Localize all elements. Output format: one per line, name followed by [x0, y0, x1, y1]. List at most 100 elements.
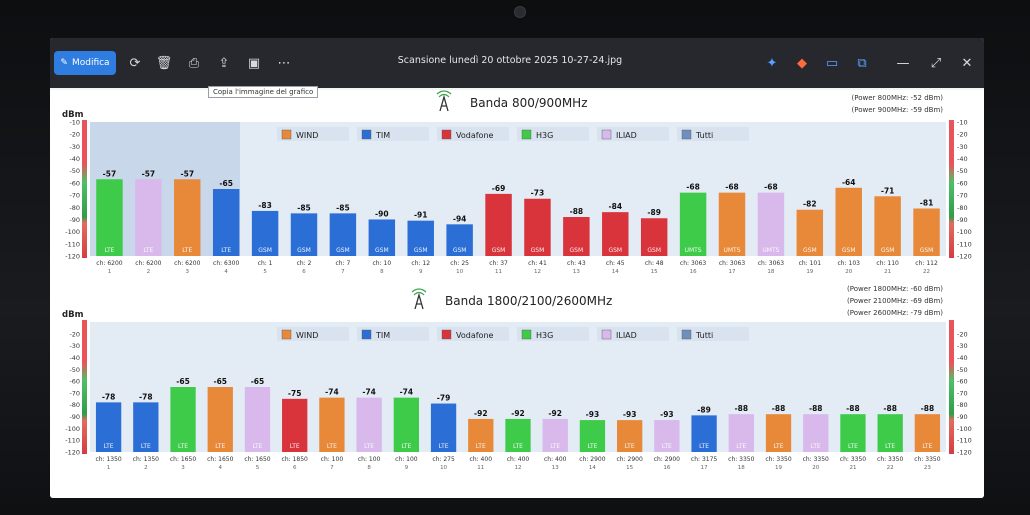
x-channel-label: ch: 112: [915, 260, 938, 267]
bar: [803, 414, 829, 452]
bar-value-label: -75: [288, 389, 302, 398]
x-index-label: 22: [887, 465, 894, 471]
y-tick-label-right: -50: [957, 366, 968, 374]
bar-value-label: -89: [697, 405, 711, 414]
x-index-label: 18: [738, 465, 745, 471]
x-channel-label: ch: 1850: [282, 456, 308, 463]
bar-value-label: -57: [103, 169, 117, 178]
bar-value-label: -71: [881, 186, 895, 195]
print-icon[interactable]: ⎙: [188, 55, 200, 71]
legend-swatch: [681, 129, 692, 140]
chart-title: Banda 800/900MHz: [470, 96, 588, 110]
file-title: Scansione lunedì 20 ottobre 2025 10-27-2…: [397, 55, 623, 66]
album-icon[interactable]: ▭: [825, 55, 839, 71]
legend-label: TIM: [375, 331, 390, 340]
bar-value-label: -93: [660, 410, 674, 419]
legend-item-bg: [437, 127, 509, 141]
x-channel-label: ch: 41: [528, 260, 547, 267]
y-tick-label-left: -50: [69, 366, 80, 374]
x-channel-label: ch: 3350: [840, 456, 866, 463]
bar: [796, 209, 824, 256]
bar-tech-label: LTE: [182, 247, 192, 254]
x-channel-label: ch: 3350: [765, 456, 791, 463]
x-index-label: 3: [181, 465, 185, 471]
bar: [96, 179, 123, 256]
x-channel-label: ch: 110: [876, 260, 899, 267]
bar: [356, 397, 382, 452]
y-tick-label-left: -120: [65, 449, 80, 457]
x-index-label: 11: [477, 465, 484, 471]
bar: [393, 397, 420, 452]
x-index-label: 14: [589, 465, 596, 471]
y-tick-label-left: -90: [69, 216, 80, 224]
legend-swatch: [521, 129, 532, 140]
x-channel-label: ch: 1: [258, 260, 273, 267]
bar-value-label: -68: [686, 183, 700, 192]
bar-tech-label: GSM: [492, 247, 506, 254]
y-tick-label-left: -70: [69, 192, 80, 200]
x-channel-label: ch: 6200: [96, 260, 122, 267]
legend-label: Tutti: [695, 331, 713, 340]
minimize-icon[interactable]: —: [896, 55, 910, 71]
bar-tech-label: LTE: [922, 443, 932, 450]
bar: [563, 217, 590, 256]
bar-tech-label: LTE: [104, 443, 114, 450]
bar-value-label: -81: [920, 198, 934, 207]
bar-tech-label: UMTS: [685, 247, 702, 254]
designer-icon[interactable]: ◆: [797, 55, 807, 71]
bar: [290, 213, 318, 256]
bar-tech-label: LTE: [252, 443, 262, 450]
bar-value-label: -88: [809, 404, 823, 413]
y-tick-label-left: -30: [69, 143, 80, 151]
y-tick-label-right: -110: [957, 437, 972, 445]
y-tick-label-right: -20: [957, 330, 968, 338]
x-channel-label: ch: 100: [321, 456, 344, 463]
y-tick-label-left: -120: [65, 253, 80, 261]
bar-value-label: -74: [400, 388, 414, 397]
right-signal-meter: [949, 320, 954, 454]
x-channel-label: ch: 48: [645, 260, 664, 267]
legend-label: H3G: [536, 331, 553, 340]
legend-label: Tutti: [695, 131, 713, 140]
legend-item-bg: [277, 327, 349, 341]
bar: [579, 420, 606, 452]
x-channel-label: ch: 2: [297, 260, 312, 267]
share-icon[interactable]: ⇪: [218, 55, 230, 71]
restore-icon[interactable]: ⤢: [930, 55, 942, 71]
y-tick-label-right: -10: [957, 119, 968, 127]
close-icon[interactable]: ✕: [961, 55, 973, 71]
x-channel-label: ch: 3063: [758, 260, 784, 267]
delete-icon[interactable]: 🗑: [155, 55, 173, 71]
x-index-label: 2: [144, 465, 148, 471]
bar: [446, 224, 473, 256]
bar-value-label: -78: [139, 392, 153, 401]
edit-button-label: Modifica: [71, 58, 110, 68]
x-channel-label: ch: 3350: [914, 456, 940, 463]
bar-tech-label: LTE: [221, 247, 231, 254]
legend-item-bg: [277, 127, 349, 141]
bar-value-label: -68: [725, 183, 739, 192]
bar-tech-label: LTE: [550, 443, 560, 450]
magic-icon[interactable]: ✦: [766, 55, 778, 71]
bar: [95, 402, 122, 452]
compare-icon[interactable]: ⧉: [857, 55, 867, 71]
rotate-icon[interactable]: ⟳: [129, 55, 141, 71]
x-index-label: 23: [924, 465, 931, 471]
x-index-label: 16: [663, 465, 670, 471]
x-index-label: 9: [419, 269, 423, 275]
bar: [133, 402, 159, 452]
bar-value-label: -88: [883, 404, 897, 413]
more-options-icon[interactable]: ⋯: [277, 55, 291, 71]
y-tick-label-left: -40: [69, 354, 80, 362]
edit-button[interactable]: ✎ Modifica: [54, 51, 116, 75]
bar: [430, 403, 457, 452]
legend-label: Vodafone: [456, 131, 494, 140]
power-label: (Power 1800MHz: -60 dBm): [847, 285, 943, 293]
bar-value-label: -92: [511, 409, 525, 418]
webcam: [514, 6, 526, 18]
y-tick-label-right: -90: [957, 216, 968, 224]
legend-item-bg: [677, 327, 749, 341]
bar: [616, 420, 643, 452]
legend-item-bg: [597, 127, 669, 141]
info-icon[interactable]: ▣: [247, 55, 261, 71]
